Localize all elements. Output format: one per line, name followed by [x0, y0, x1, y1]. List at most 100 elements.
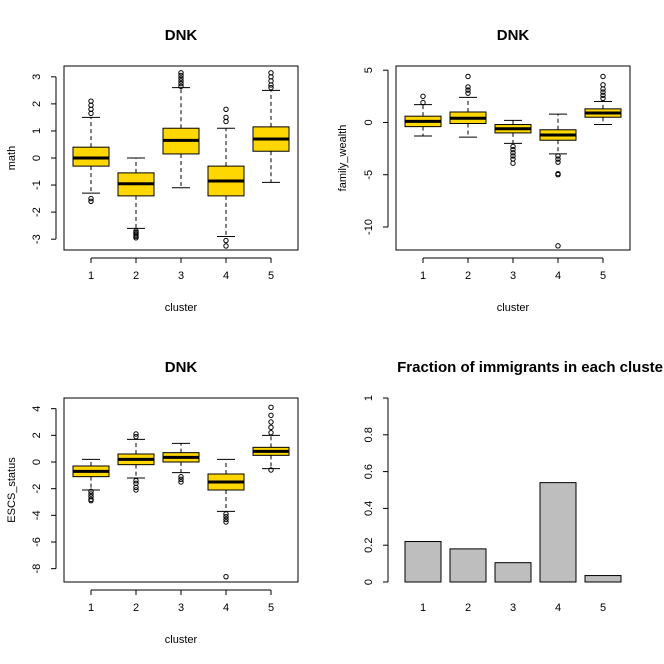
outlier-point: [268, 467, 274, 473]
outlier-point: [510, 143, 516, 150]
x-tick-label: 1: [420, 602, 426, 614]
y-axis-label: ESCS_status: [6, 457, 18, 523]
outlier-point: [178, 476, 184, 483]
box-3: [162, 70, 200, 189]
x-tick-label: 5: [600, 602, 606, 614]
box-4: [207, 106, 245, 249]
plot-frame: [63, 397, 299, 583]
outlier-point: [223, 243, 229, 249]
x-axis-label: cluster: [165, 634, 198, 646]
outlier-point: [88, 98, 94, 104]
outlier-point: [88, 491, 94, 497]
x-tick-label: 2: [465, 270, 471, 282]
outlier-point: [133, 431, 139, 437]
outlier-point: [133, 433, 139, 440]
outlier-point: [600, 82, 606, 88]
outlier-point: [268, 412, 274, 419]
outlier-point: [223, 237, 229, 244]
outlier-point: [223, 519, 229, 525]
box-1: [404, 93, 442, 137]
bar-1: [404, 541, 442, 583]
y-tick-label: -2: [31, 207, 43, 217]
y-tick-label: 0.4: [363, 501, 375, 516]
y-tick-label: -4: [31, 510, 43, 520]
outlier-point: [268, 429, 274, 436]
y-tick-label: 0: [31, 459, 43, 465]
y-tick-label: -5: [363, 170, 375, 180]
outlier-point: [510, 160, 516, 166]
outlier-point: [268, 419, 274, 425]
outlier-point: [88, 497, 94, 504]
outlier-point: [223, 516, 229, 523]
bar-3: [494, 562, 532, 583]
outlier-point: [223, 513, 229, 520]
box-4: [539, 113, 577, 249]
x-tick-label: 3: [510, 270, 516, 282]
box-2: [449, 73, 487, 138]
x-tick-label: 1: [88, 270, 94, 282]
panel-2: DNK cluster family_wealth 5 0 -5 -10 1 2 3 4 5: [337, 27, 631, 314]
x-tick-label: 3: [510, 602, 516, 614]
x-tick-label: 2: [465, 602, 471, 614]
outlier-point: [223, 573, 229, 580]
panel-1: DNK cluster math -3 -2 -1 0 1 2 3 1 2 3 4 5: [6, 27, 299, 314]
x-axis-label: cluster: [165, 302, 198, 314]
outlier-point: [465, 90, 471, 96]
y-tick-label: 0: [363, 119, 375, 125]
outlier-point: [178, 72, 184, 79]
box-2: [117, 157, 155, 241]
y-tick-label: -3: [31, 234, 43, 244]
outlier-point: [420, 93, 426, 100]
outlier-point: [555, 159, 561, 165]
y-tick-label: 2: [31, 432, 43, 438]
y-tick-label: 0: [363, 579, 375, 585]
y-tick-label: 1: [363, 395, 375, 401]
chart-title: DNK: [165, 27, 198, 44]
y-tick-label: 0.6: [363, 464, 375, 479]
outlier-point: [223, 106, 229, 112]
outlier-point: [555, 172, 561, 178]
x-tick-label: 5: [268, 602, 274, 614]
bar-2: [449, 548, 487, 583]
outlier-point: [223, 511, 229, 517]
outlier-point: [178, 83, 184, 89]
y-tick-label: 0: [31, 155, 43, 161]
outlier-point: [600, 73, 606, 80]
outlier-point: [268, 424, 274, 431]
x-tick-label: 3: [178, 602, 184, 614]
outlier-point: [420, 99, 426, 106]
outlier-point: [178, 75, 184, 81]
panel-4: Fraction of immigrants in each cluster 0 0…: [363, 359, 664, 614]
x-tick-label: 5: [268, 270, 274, 282]
x-tick-label: 4: [555, 270, 561, 282]
box-1: [72, 98, 110, 204]
outlier-point: [178, 473, 184, 480]
outlier-point: [133, 487, 139, 493]
outlier-point: [223, 114, 229, 121]
outlier-point: [555, 243, 561, 249]
box-4: [207, 458, 245, 580]
x-tick-label: 4: [223, 270, 229, 282]
y-tick-label: -2: [31, 484, 43, 494]
x-tick-label: 4: [555, 602, 561, 614]
outlier-point: [600, 95, 606, 102]
outlier-point: [133, 235, 139, 241]
y-tick-label: -6: [31, 537, 43, 547]
plot-frame: [63, 65, 299, 251]
y-tick-label: 4: [31, 406, 43, 412]
outlier-point: [555, 153, 561, 159]
box-2: [117, 431, 155, 493]
outlier-point: [465, 84, 471, 90]
panel-3: DNK cluster ESCS_status 4 2 0 -2 -4 -6 -8 1 2 3 4 5: [6, 359, 299, 646]
y-tick-label: -1: [31, 180, 43, 190]
outlier-point: [133, 484, 139, 491]
box-3: [494, 119, 532, 166]
box-5: [252, 70, 290, 183]
y-tick-label: 2: [31, 101, 43, 107]
y-tick-label: -8: [31, 564, 43, 574]
outlier-point: [600, 92, 606, 98]
outlier-point: [510, 153, 516, 159]
outlier-point: [510, 146, 516, 153]
outlier-point: [268, 84, 274, 91]
outlier-point: [268, 404, 274, 411]
